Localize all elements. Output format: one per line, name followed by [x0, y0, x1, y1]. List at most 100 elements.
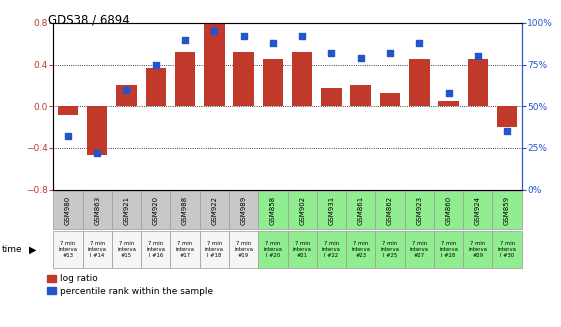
- Point: [385, 50, 394, 56]
- Bar: [263, 60, 283, 106]
- Text: 7 min
interva
l #18: 7 min interva l #18: [205, 241, 224, 258]
- Text: 7 min
interva
#19: 7 min interva #19: [234, 241, 253, 258]
- Bar: [258, 231, 287, 268]
- Bar: [112, 231, 141, 268]
- Bar: [200, 191, 229, 229]
- Point: [415, 40, 424, 45]
- Legend: log ratio, percentile rank within the sample: log ratio, percentile rank within the sa…: [47, 274, 213, 296]
- Text: 7 min
interva
l #25: 7 min interva l #25: [380, 241, 399, 258]
- Bar: [317, 231, 346, 268]
- Bar: [171, 231, 200, 268]
- Bar: [82, 191, 112, 229]
- Text: 7 min
interva
l #16: 7 min interva l #16: [146, 241, 165, 258]
- Point: [298, 34, 307, 39]
- Text: 7 min
interva
#13: 7 min interva #13: [58, 241, 77, 258]
- Text: GSM860: GSM860: [445, 196, 452, 225]
- Text: 7 min
interva
#27: 7 min interva #27: [410, 241, 429, 258]
- Point: [122, 87, 131, 92]
- Bar: [493, 231, 522, 268]
- Bar: [175, 52, 195, 106]
- Bar: [493, 191, 522, 229]
- Bar: [497, 106, 517, 127]
- Text: 7 min
interva
l #30: 7 min interva l #30: [498, 241, 517, 258]
- Bar: [317, 191, 346, 229]
- Point: [327, 50, 336, 56]
- Bar: [404, 191, 434, 229]
- Bar: [53, 231, 82, 268]
- Bar: [292, 52, 312, 106]
- Bar: [233, 52, 254, 106]
- Text: 7 min
interva
#21: 7 min interva #21: [293, 241, 311, 258]
- Bar: [258, 191, 287, 229]
- Bar: [87, 106, 108, 155]
- Point: [93, 150, 102, 156]
- Bar: [287, 231, 317, 268]
- Bar: [58, 106, 78, 115]
- Text: 7 min
interva
l #14: 7 min interva l #14: [88, 241, 107, 258]
- Text: GSM902: GSM902: [299, 196, 305, 225]
- Bar: [404, 231, 434, 268]
- Text: GSM923: GSM923: [416, 196, 422, 225]
- Bar: [145, 68, 166, 106]
- Point: [239, 34, 248, 39]
- Bar: [409, 60, 430, 106]
- Point: [210, 29, 219, 34]
- Bar: [204, 24, 224, 106]
- Bar: [375, 191, 404, 229]
- Text: ▶: ▶: [29, 244, 36, 254]
- Text: GSM924: GSM924: [475, 196, 481, 225]
- Bar: [380, 93, 400, 106]
- Bar: [53, 191, 82, 229]
- Point: [181, 37, 190, 42]
- Bar: [116, 85, 137, 106]
- Text: 7 min
interva
l #20: 7 min interva l #20: [264, 241, 282, 258]
- Bar: [346, 231, 375, 268]
- Bar: [467, 60, 488, 106]
- Text: GSM931: GSM931: [328, 196, 334, 225]
- Text: 7 min
interva
l #28: 7 min interva l #28: [439, 241, 458, 258]
- Text: GSM980: GSM980: [65, 196, 71, 225]
- Text: GSM859: GSM859: [504, 196, 510, 225]
- Text: 7 min
interva
#29: 7 min interva #29: [468, 241, 488, 258]
- Text: 7 min
interva
#23: 7 min interva #23: [351, 241, 370, 258]
- Bar: [434, 191, 463, 229]
- Bar: [463, 231, 493, 268]
- Text: GSM863: GSM863: [94, 196, 100, 225]
- Point: [268, 40, 277, 45]
- Bar: [351, 85, 371, 106]
- Bar: [438, 101, 459, 106]
- Bar: [346, 191, 375, 229]
- Point: [503, 129, 512, 134]
- Text: GSM920: GSM920: [153, 196, 159, 225]
- Bar: [112, 191, 141, 229]
- Bar: [82, 231, 112, 268]
- Text: GDS38 / 6894: GDS38 / 6894: [48, 13, 130, 26]
- Bar: [321, 88, 342, 106]
- Bar: [229, 231, 258, 268]
- Point: [356, 55, 365, 60]
- Bar: [375, 231, 404, 268]
- Text: GSM921: GSM921: [123, 196, 130, 225]
- Point: [151, 62, 160, 67]
- Bar: [141, 191, 171, 229]
- Bar: [229, 191, 258, 229]
- Text: GSM862: GSM862: [387, 196, 393, 225]
- Text: GSM989: GSM989: [241, 196, 247, 225]
- Point: [473, 54, 482, 59]
- Text: 7 min
interva
l #22: 7 min interva l #22: [322, 241, 341, 258]
- Bar: [171, 191, 200, 229]
- Point: [63, 134, 72, 139]
- Bar: [463, 191, 493, 229]
- Point: [444, 90, 453, 95]
- Text: GSM861: GSM861: [358, 196, 364, 225]
- Text: GSM922: GSM922: [211, 196, 217, 225]
- Text: GSM858: GSM858: [270, 196, 276, 225]
- Bar: [434, 231, 463, 268]
- Text: 7 min
interva
#15: 7 min interva #15: [117, 241, 136, 258]
- Text: GSM988: GSM988: [182, 196, 188, 225]
- Bar: [200, 231, 229, 268]
- Bar: [287, 191, 317, 229]
- Bar: [141, 231, 171, 268]
- Text: 7 min
interva
#17: 7 min interva #17: [176, 241, 195, 258]
- Text: time: time: [2, 245, 22, 254]
